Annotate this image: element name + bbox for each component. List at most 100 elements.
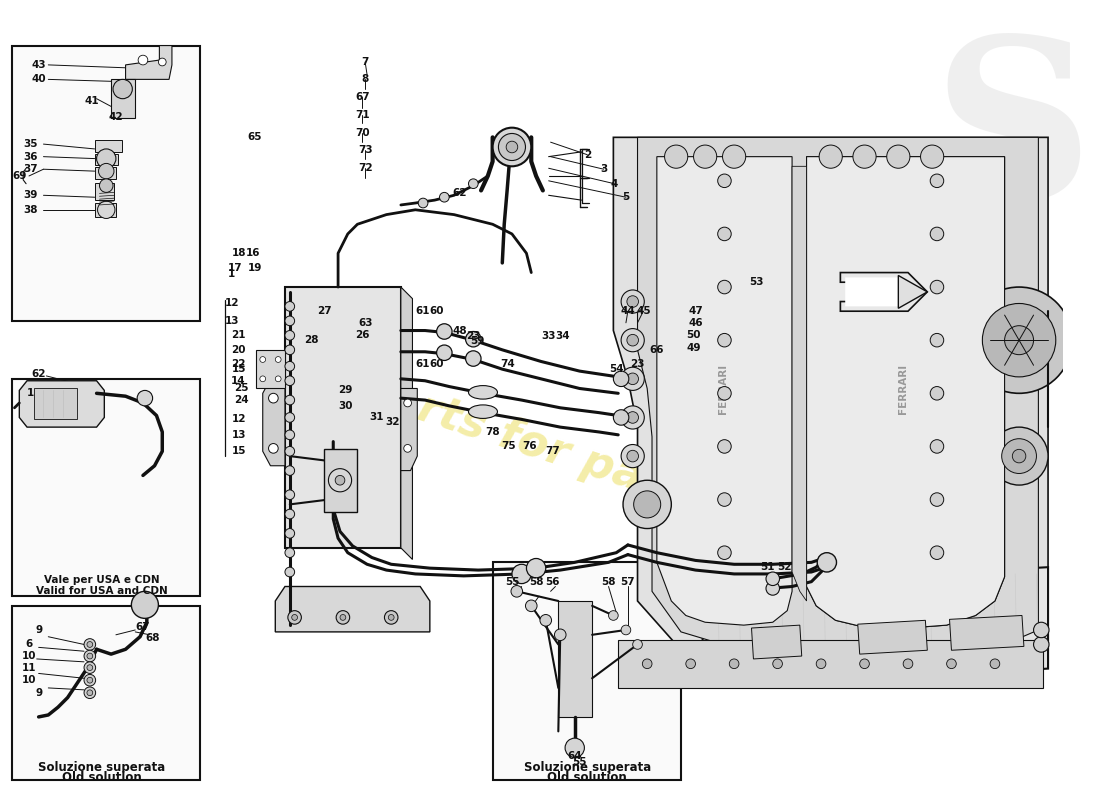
Polygon shape xyxy=(840,273,927,311)
Text: 25: 25 xyxy=(234,383,249,394)
Text: 11: 11 xyxy=(22,662,36,673)
Text: 12: 12 xyxy=(224,298,239,309)
Text: 15: 15 xyxy=(232,446,246,456)
Text: 26: 26 xyxy=(355,330,370,340)
Circle shape xyxy=(717,440,732,453)
Text: 4: 4 xyxy=(610,178,618,189)
Circle shape xyxy=(621,290,645,313)
Text: 67: 67 xyxy=(355,92,370,102)
Circle shape xyxy=(642,659,652,669)
Circle shape xyxy=(336,475,344,485)
Text: 15: 15 xyxy=(231,364,245,374)
Polygon shape xyxy=(256,350,285,389)
Text: 28: 28 xyxy=(304,335,318,345)
Text: FERRARI: FERRARI xyxy=(899,363,909,414)
Circle shape xyxy=(990,659,1000,669)
Bar xyxy=(95,154,118,166)
Circle shape xyxy=(931,493,944,506)
Polygon shape xyxy=(20,381,104,427)
Circle shape xyxy=(921,145,944,168)
Text: S: S xyxy=(932,30,1092,246)
Text: 5: 5 xyxy=(623,192,629,202)
Text: 62: 62 xyxy=(32,369,46,379)
Text: 60: 60 xyxy=(429,359,444,370)
Circle shape xyxy=(1004,326,1034,354)
Text: 13: 13 xyxy=(224,316,239,326)
Text: 61: 61 xyxy=(416,306,430,316)
Text: 64: 64 xyxy=(568,750,582,761)
Circle shape xyxy=(285,446,295,456)
Circle shape xyxy=(729,659,739,669)
Text: 76: 76 xyxy=(522,442,537,451)
Circle shape xyxy=(621,329,645,352)
Text: 32: 32 xyxy=(385,418,399,427)
Text: 39: 39 xyxy=(24,190,38,200)
Text: 65: 65 xyxy=(248,132,262,142)
Polygon shape xyxy=(263,379,285,466)
Text: 54: 54 xyxy=(609,364,624,374)
Circle shape xyxy=(260,376,265,382)
Text: Soluzione superata: Soluzione superata xyxy=(524,761,651,774)
Text: 35: 35 xyxy=(24,139,38,149)
Circle shape xyxy=(717,386,732,400)
Circle shape xyxy=(1034,637,1049,652)
Text: 3: 3 xyxy=(601,164,607,174)
Circle shape xyxy=(84,687,96,698)
Text: 69: 69 xyxy=(12,171,26,181)
Circle shape xyxy=(84,650,96,662)
Circle shape xyxy=(947,659,956,669)
Circle shape xyxy=(404,399,411,407)
Text: 47: 47 xyxy=(689,306,703,316)
Circle shape xyxy=(99,163,114,179)
Text: Old solution: Old solution xyxy=(62,771,141,784)
Circle shape xyxy=(469,179,478,189)
Circle shape xyxy=(966,287,1072,394)
Text: 30: 30 xyxy=(339,401,353,411)
Circle shape xyxy=(623,480,671,529)
Circle shape xyxy=(498,134,526,161)
Bar xyxy=(95,182,114,200)
Text: 10: 10 xyxy=(22,675,36,685)
Circle shape xyxy=(766,582,780,595)
Text: 46: 46 xyxy=(689,318,703,328)
Text: 50: 50 xyxy=(686,330,701,340)
Polygon shape xyxy=(657,157,792,625)
Text: 13: 13 xyxy=(232,430,246,440)
Circle shape xyxy=(285,567,295,577)
Polygon shape xyxy=(806,157,1004,628)
Circle shape xyxy=(982,303,1056,377)
Ellipse shape xyxy=(469,386,497,399)
Circle shape xyxy=(268,443,278,453)
Polygon shape xyxy=(806,157,1004,628)
Text: 8: 8 xyxy=(362,74,369,84)
Circle shape xyxy=(860,659,869,669)
Circle shape xyxy=(97,149,116,168)
Bar xyxy=(95,167,116,179)
Circle shape xyxy=(664,145,688,168)
Text: 72: 72 xyxy=(358,163,373,174)
Text: 48: 48 xyxy=(452,326,468,335)
Bar xyxy=(618,640,1043,688)
Text: 71: 71 xyxy=(355,110,370,120)
Text: 21: 21 xyxy=(231,330,245,340)
Circle shape xyxy=(852,145,876,168)
Circle shape xyxy=(614,410,629,425)
Text: 12: 12 xyxy=(232,414,246,424)
Circle shape xyxy=(285,529,295,538)
Text: 43: 43 xyxy=(31,60,46,70)
Circle shape xyxy=(440,192,449,202)
Text: 58: 58 xyxy=(529,577,543,586)
Circle shape xyxy=(418,198,428,208)
Circle shape xyxy=(931,174,944,187)
Text: 27: 27 xyxy=(317,306,332,316)
Text: 53: 53 xyxy=(749,278,763,287)
Circle shape xyxy=(627,450,638,462)
Circle shape xyxy=(87,665,92,670)
Circle shape xyxy=(717,493,732,506)
Text: 67: 67 xyxy=(135,622,151,632)
Circle shape xyxy=(931,386,944,400)
Polygon shape xyxy=(821,166,961,606)
Text: 61: 61 xyxy=(416,359,430,370)
Text: 40: 40 xyxy=(31,74,46,84)
Circle shape xyxy=(84,662,96,674)
